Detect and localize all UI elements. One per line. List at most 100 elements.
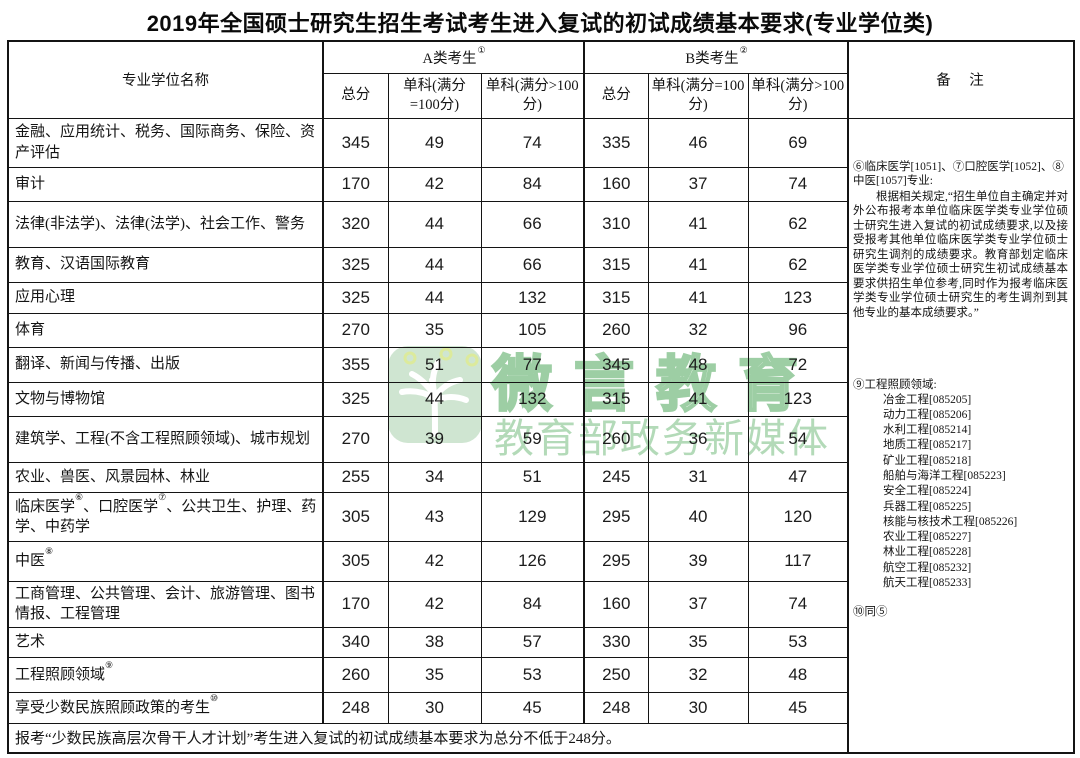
a-score-cell: 42 [387, 166, 482, 202]
b-score-cell: 35 [647, 626, 749, 658]
group-b-label: B类考生 [685, 50, 739, 67]
engineering-item: 林业工程[085228] [883, 546, 972, 559]
table-row: 教育、汉语国际教育 325 44 66 315 41 62 [7, 246, 1074, 283]
a-score-cell: 129 [480, 491, 585, 542]
table-row: 中医⑧ 305 42 126 295 39 117 [7, 540, 1074, 582]
remark-cell: ⑥临床医学[1051]、⑦口腔医学[1052]、⑧中医[1057]专业: 根据相… [847, 117, 1075, 754]
col-header-b-total: 总分 [583, 72, 649, 119]
b-score-cell: 48 [747, 656, 849, 693]
a-score-cell: 45 [480, 691, 585, 724]
b-score-cell: 36 [647, 415, 749, 463]
b-score-cell: 295 [583, 491, 649, 542]
b-score-cell: 30 [647, 691, 749, 724]
engineering-item: 矿业工程[085218] [883, 454, 972, 467]
degree-name-cell: 体育 [7, 312, 324, 348]
col-header-degree-name: 专业学位名称 [7, 40, 324, 119]
b-score-cell: 260 [583, 312, 649, 348]
a-score-cell: 35 [387, 312, 482, 348]
footer-note: 报考“少数民族高层次骨干人才计划”考生进入复试的初试成绩基本要求为总分不低于24… [7, 722, 849, 754]
engineering-item: 兵器工程[085225] [883, 500, 972, 513]
a-score-cell: 57 [480, 626, 585, 658]
score-tbody: 金融、应用统计、税务、国际商务、保险、资产评估 345 49 74 335 46 69 ⑥临… [7, 117, 1075, 754]
degree-name-cell: 工商管理、公共管理、会计、旅游管理、图书情报、工程管理 [7, 580, 324, 628]
a-score-cell: 84 [480, 166, 585, 202]
a-score-cell: 59 [480, 415, 585, 463]
group-b-footnote-marker: ② [739, 44, 748, 55]
degree-name-cell: 农业、兽医、风景园林、林业 [7, 461, 324, 493]
a-score-cell: 49 [387, 117, 482, 168]
b-score-cell: 295 [583, 540, 649, 582]
header-sub-row: 总分 单科(满分=100分) 单科(满分>100分) 总分 单科(满分=100分… [8, 72, 1074, 119]
b-score-cell: 248 [583, 691, 649, 724]
a-score-cell: 355 [322, 346, 389, 383]
footnote-marker: ⑥ [75, 492, 84, 502]
col-header-b-single-100: 单科(满分=100分) [647, 72, 749, 119]
a-score-cell: 126 [480, 540, 585, 582]
degree-name-cell: 金融、应用统计、税务、国际商务、保险、资产评估 [7, 117, 324, 168]
a-score-cell: 38 [387, 626, 482, 658]
a-score-cell: 42 [387, 580, 482, 628]
footnote-marker: ⑩ [210, 692, 219, 703]
col-header-b-single-gt100: 单科(满分>100分) [747, 72, 849, 119]
a-score-cell: 270 [322, 415, 389, 463]
engineering-item: 水利工程[085214] [883, 424, 972, 437]
b-score-cell: 160 [583, 166, 649, 202]
b-score-cell: 62 [747, 200, 849, 248]
b-score-cell: 310 [583, 200, 649, 248]
a-score-cell: 44 [387, 246, 482, 283]
a-score-cell: 34 [387, 461, 482, 493]
engineering-item: 航天工程[085233] [883, 577, 972, 590]
degree-name-cell: 教育、汉语国际教育 [7, 246, 324, 283]
col-header-remark: 备 注 [847, 40, 1075, 119]
engineering-item: 冶金工程[085205] [883, 393, 972, 406]
b-score-cell: 32 [647, 312, 749, 348]
remark-engineering-title: ⑨工程照顾领域: [853, 379, 937, 391]
table-row: 艺术 340 38 57 330 35 53 [7, 626, 1074, 658]
b-score-cell: 41 [647, 246, 749, 283]
col-header-group-b: B类考生② [583, 40, 849, 74]
a-score-cell: 43 [387, 491, 482, 542]
a-score-cell: 132 [480, 381, 585, 417]
a-score-cell: 105 [480, 312, 585, 348]
b-score-cell: 315 [583, 246, 649, 283]
b-score-cell: 123 [747, 381, 849, 417]
group-a-footnote-marker: ① [477, 44, 486, 55]
a-score-cell: 345 [322, 117, 389, 168]
a-score-cell: 53 [480, 656, 585, 693]
b-score-cell: 345 [583, 346, 649, 383]
engineering-item: 航空工程[085232] [883, 561, 972, 574]
a-score-cell: 170 [322, 580, 389, 628]
degree-name-cell: 审计 [7, 166, 324, 202]
footnote-marker: ⑧ [45, 546, 54, 557]
b-score-cell: 120 [747, 491, 849, 542]
b-score-cell: 41 [647, 281, 749, 314]
b-score-cell: 72 [747, 346, 849, 383]
a-score-cell: 325 [322, 281, 389, 314]
engineering-item: 地质工程[085217] [883, 439, 972, 452]
col-header-group-a: A类考生① [321, 40, 585, 74]
b-score-cell: 62 [747, 246, 849, 283]
table-row: 临床医学⑥、口腔医学⑦、公共卫生、护理、药学、中药学 305 43 129 295 40 1… [7, 491, 1074, 542]
a-score-cell: 320 [322, 200, 389, 248]
b-score-cell: 41 [647, 381, 749, 417]
b-score-cell: 48 [647, 346, 749, 383]
b-score-cell: 315 [583, 281, 649, 314]
a-score-cell: 255 [322, 461, 389, 493]
degree-name-cell: 翻译、新闻与传播、出版 [7, 346, 324, 383]
b-score-cell: 53 [747, 626, 849, 658]
b-score-cell: 41 [647, 200, 749, 248]
a-score-cell: 51 [387, 346, 482, 383]
a-score-cell: 66 [480, 200, 585, 248]
table-row: 文物与博物馆 325 44 132 315 41 123 [7, 381, 1074, 417]
b-score-cell: 245 [583, 461, 649, 493]
b-score-cell: 74 [747, 166, 849, 202]
footnote-marker: ⑦ [158, 492, 167, 502]
a-score-cell: 260 [322, 656, 389, 693]
score-table: 专业学位名称 A类考生① B类考生② 备 注 总分 单科(满分=100分) 单科… [7, 40, 1076, 754]
col-header-a-total: 总分 [322, 72, 389, 119]
col-header-a-single-100: 单科(满分=100分) [387, 72, 482, 119]
b-score-cell: 69 [747, 117, 849, 168]
table-header: 专业学位名称 A类考生① B类考生② 备 注 总分 单科(满分=100分) 单科… [7, 40, 1075, 119]
b-score-cell: 37 [647, 580, 749, 628]
